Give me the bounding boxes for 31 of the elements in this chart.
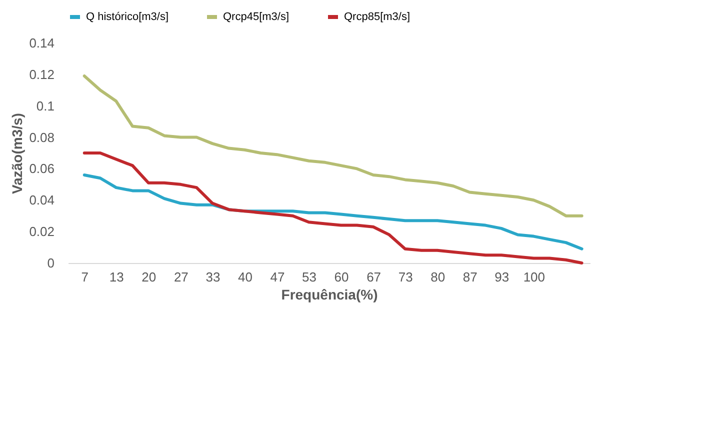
x-tick-label: 53 [302, 270, 317, 284]
y-tick-label: 0.04 [29, 192, 54, 208]
y-axis-title: Vazão(m3/s) [9, 113, 26, 194]
x-tick-label: 93 [494, 270, 510, 284]
x-tick-label: 13 [109, 270, 124, 284]
y-tick-label: 0.08 [29, 130, 54, 145]
x-tick-label: 67 [366, 270, 382, 284]
x-tick-label: 40 [238, 270, 252, 284]
legend-label: Q histórico[m3/s] [86, 11, 169, 23]
legend-label: Qrcp85[m3/s] [344, 11, 410, 23]
y-tick-label: 0.02 [29, 224, 54, 240]
y-tick-label: 0.1 [36, 98, 54, 114]
y-tick-label: 0 [47, 256, 54, 270]
x-tick-label: 100 [523, 270, 546, 284]
x-tick-label: 27 [174, 270, 188, 284]
line-series [82, 74, 584, 218]
x-tick-label: 80 [430, 270, 446, 284]
x-tick-label: 33 [206, 270, 220, 284]
x-tick-label: 7 [81, 270, 88, 284]
y-tick-label: 0.12 [29, 66, 54, 82]
x-tick-label: 60 [334, 270, 349, 284]
line-series [82, 174, 584, 250]
x-tick-label: 47 [270, 270, 285, 284]
x-tick-label: 20 [142, 270, 156, 284]
line-series [82, 152, 584, 264]
x-tick-label: 87 [462, 270, 478, 284]
x-tick-label: 73 [398, 270, 413, 284]
x-axis-title: Frequência(%) [281, 286, 378, 302]
y-tick-label: 0.14 [29, 36, 54, 50]
y-tick-label: 0.06 [29, 161, 54, 176]
legend-label: Qrcp45[m3/s] [223, 11, 290, 23]
